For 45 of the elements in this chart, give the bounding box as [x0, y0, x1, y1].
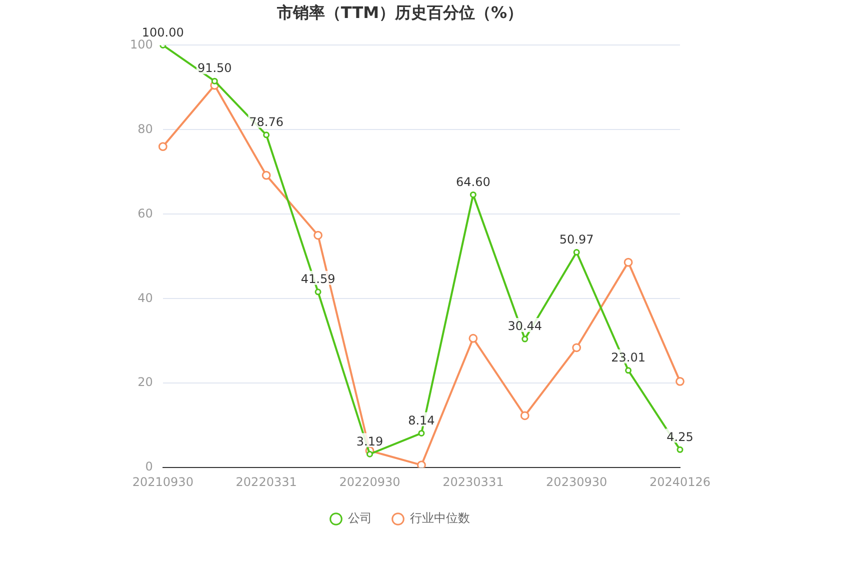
- point: [624, 258, 633, 267]
- point: [262, 170, 271, 180]
- point: [676, 376, 684, 386]
- data-label: 91.50: [197, 61, 232, 76]
- x-tick-label: 20220331: [236, 474, 297, 489]
- point: [520, 411, 530, 420]
- data-label: 41.59: [300, 272, 336, 286]
- data-label: 4.25: [666, 430, 694, 444]
- point: [573, 249, 580, 256]
- data-label: 8.14: [408, 413, 435, 428]
- point: [572, 343, 582, 352]
- point: [468, 334, 478, 343]
- chart-title: 市销率（TTM）历史百分位（%）: [276, 2, 524, 22]
- legend-label: 公司: [348, 511, 372, 526]
- data-label: 3.19: [356, 434, 384, 448]
- legend-label: 行业中位数: [410, 511, 470, 526]
- x-tick-label: 20210930: [132, 474, 194, 489]
- point: [522, 336, 528, 342]
- point: [314, 288, 322, 296]
- data-label: 30.44: [508, 319, 542, 334]
- point: [625, 367, 632, 374]
- x-tick-label: 20220930: [339, 474, 400, 489]
- y-tick-label: 100: [130, 37, 153, 52]
- point: [158, 142, 168, 152]
- point: [418, 430, 425, 436]
- point: [263, 132, 270, 138]
- data-label: 50.97: [559, 232, 594, 246]
- point: [366, 450, 373, 458]
- x-tick-label: 20230331: [442, 474, 504, 489]
- point: [417, 460, 426, 468]
- data-label: 100.00: [142, 25, 184, 40]
- point: [676, 446, 684, 453]
- point: [314, 230, 322, 240]
- data-label: 23.01: [611, 350, 646, 365]
- y-tick-label: 40: [138, 290, 153, 305]
- point: [470, 191, 476, 198]
- data-label: 64.60: [456, 174, 490, 189]
- x-tick-label: 20240126: [649, 474, 711, 489]
- y-tick-label: 0: [145, 460, 153, 474]
- y-tick-label: 20: [138, 375, 153, 390]
- x-tick-label: 20230930: [546, 474, 608, 489]
- y-tick-label: 60: [138, 206, 153, 220]
- point: [211, 78, 218, 84]
- y-tick-label: 80: [138, 122, 153, 136]
- data-label: 78.76: [249, 115, 284, 130]
